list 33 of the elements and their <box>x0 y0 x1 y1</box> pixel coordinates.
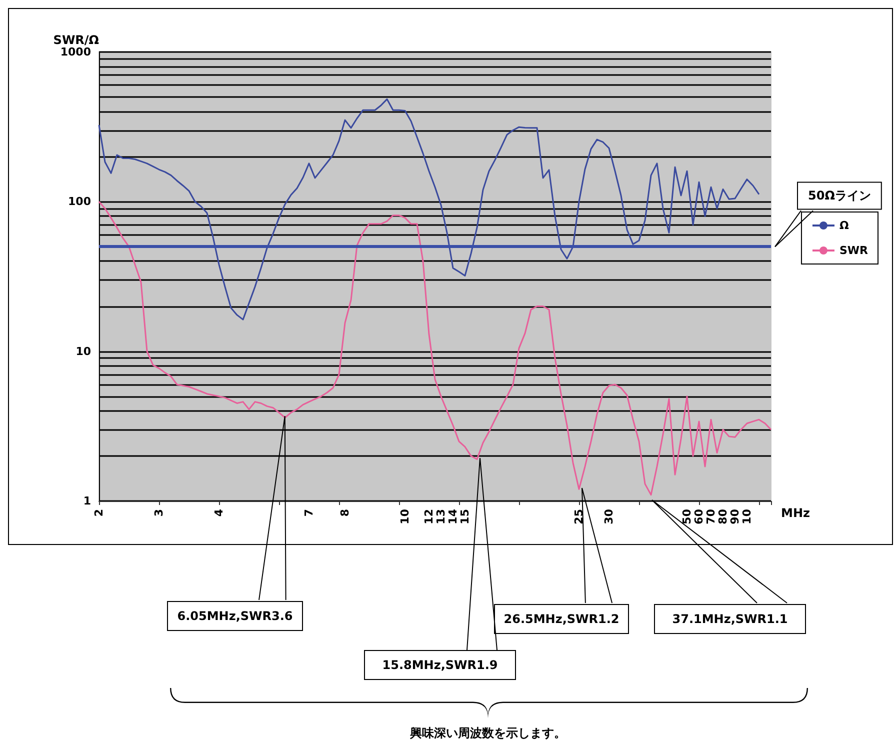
x-tick-label: 14 <box>446 508 460 524</box>
text: 37.1MHz,SWR1.1 <box>672 612 788 626</box>
y-tick-label: 1 <box>83 494 91 508</box>
y-tick-label: 10 <box>76 344 92 358</box>
x-tick-label: 30 <box>602 508 616 524</box>
x-tick-label: 90 <box>728 508 742 524</box>
x-tick-label: 4 <box>212 508 226 517</box>
legend-label: Ω <box>839 219 850 232</box>
x-tick-label: 10 <box>398 508 412 524</box>
x-tick-label: 12 <box>422 509 436 524</box>
x-tick-label: 50 <box>680 508 694 524</box>
ref-line-label: 50Ωライン <box>808 188 871 203</box>
text: 興味深い周波数を示します。 <box>409 726 566 740</box>
x-tick-label: 3 <box>152 509 166 517</box>
y-tick-label: 100 <box>68 195 92 208</box>
text: 26.5MHz,SWR1.2 <box>504 612 620 626</box>
text: 6.05MHz,SWR3.6 <box>177 609 293 623</box>
x-tick-label: 13 <box>434 509 448 524</box>
x-tick-label: 7 <box>302 509 316 517</box>
y-tick-label: 1000 <box>60 46 92 58</box>
text: 15.8MHz,SWR1.9 <box>382 658 498 672</box>
x-tick-label: 10 <box>740 508 754 524</box>
y-axis-title: SWR/Ω <box>53 33 99 47</box>
x-axis-title: MHz <box>781 506 810 520</box>
x-tick-label: 70 <box>704 508 718 524</box>
x-tick-label: 60 <box>692 508 706 524</box>
x-tick-label: 2 <box>92 509 106 517</box>
x-tick-label: 80 <box>716 508 730 524</box>
x-tick-label: 8 <box>338 509 352 517</box>
legend-label: SWR <box>839 244 869 257</box>
line-series <box>98 200 772 496</box>
x-tick-label: 25 <box>572 509 586 524</box>
x-tick-label: 15 <box>458 509 472 524</box>
